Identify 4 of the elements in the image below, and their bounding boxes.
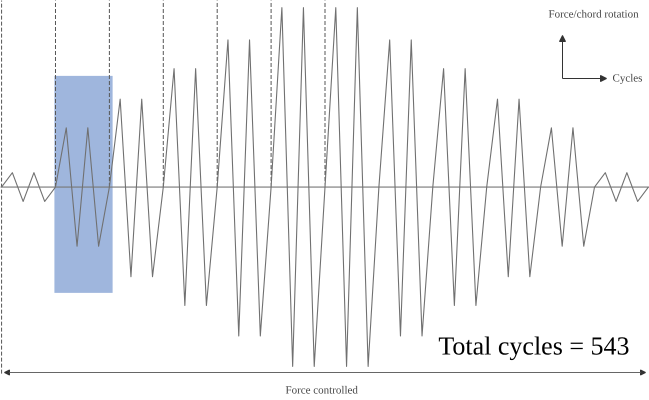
y-axis-title: Force/chord rotation xyxy=(548,8,640,20)
annotation: Total cycles = 543 xyxy=(438,332,630,360)
x-axis-title: Cycles xyxy=(612,72,642,84)
text: Force controlled xyxy=(286,384,358,396)
